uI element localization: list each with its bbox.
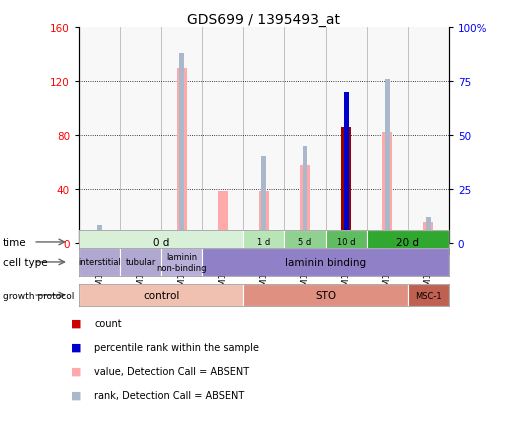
Text: cell type: cell type [3,257,47,267]
Text: interstitial: interstitial [78,258,121,267]
Text: STO: STO [315,290,335,300]
Bar [343,93,348,243]
Bar [220,232,225,243]
Bar [284,230,325,255]
Bar [138,237,143,243]
Text: control: control [143,290,179,300]
Title: GDS699 / 1395493_at: GDS699 / 1395493_at [187,13,340,27]
Bar [97,226,102,243]
Bar [422,223,433,243]
Bar [79,285,243,306]
Text: 10 d: 10 d [336,238,355,247]
Bar [299,165,309,243]
Bar [366,230,448,255]
Bar [176,69,186,243]
Bar [94,233,104,243]
Text: MSC-1: MSC-1 [414,291,441,300]
Bar [407,285,448,306]
Bar [425,217,430,243]
Text: count: count [94,319,122,328]
Text: 20 d: 20 d [395,237,418,247]
Bar [343,237,348,243]
Text: ■: ■ [71,366,82,376]
Bar [79,248,120,276]
Text: time: time [3,237,26,247]
Text: percentile rank within the sample: percentile rank within the sample [94,342,259,352]
Bar [79,230,243,255]
Text: growth protocol: growth protocol [3,291,74,300]
Bar [243,230,284,255]
Bar [258,192,269,243]
Text: ■: ■ [71,390,82,400]
Bar [161,248,202,276]
Bar [120,248,161,276]
Bar [243,285,407,306]
Bar [325,230,366,255]
Bar [302,146,307,243]
Bar [179,54,184,243]
Bar [341,240,351,243]
Text: 5 d: 5 d [298,238,311,247]
Bar [135,240,146,243]
Bar [341,128,351,243]
Text: ■: ■ [71,319,82,328]
Text: laminin
non-binding: laminin non-binding [156,253,207,272]
Bar [261,157,266,243]
Text: tubular: tubular [125,258,156,267]
Text: value, Detection Call = ABSENT: value, Detection Call = ABSENT [94,366,249,376]
Text: ■: ■ [71,342,82,352]
Bar [381,133,391,243]
Bar [384,80,389,243]
Text: 0 d: 0 d [153,237,169,247]
Text: laminin binding: laminin binding [285,257,365,267]
Bar [217,192,228,243]
Text: rank, Detection Call = ABSENT: rank, Detection Call = ABSENT [94,390,244,400]
Bar [202,248,448,276]
Text: 1 d: 1 d [257,238,270,247]
